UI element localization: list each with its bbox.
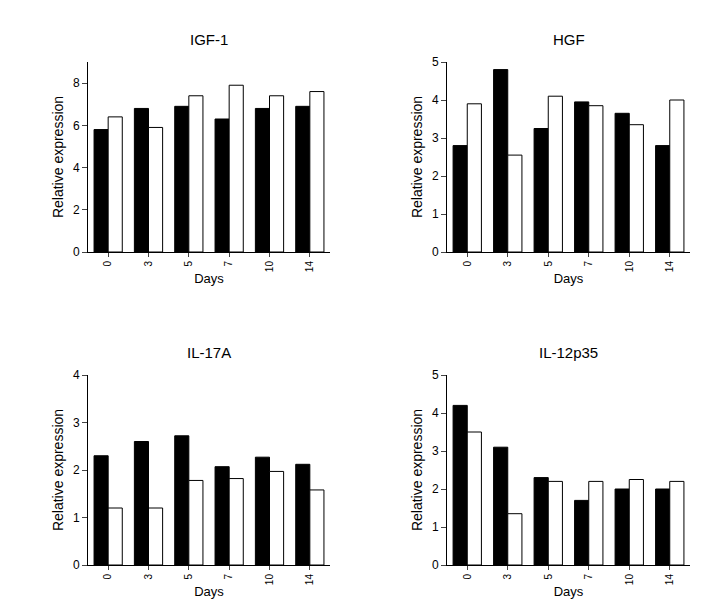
- svg-text:3: 3: [502, 261, 513, 267]
- svg-text:10: 10: [264, 574, 275, 586]
- svg-text:5: 5: [183, 574, 194, 580]
- svg-text:3: 3: [432, 444, 439, 458]
- svg-text:Relative expression: Relative expression: [409, 96, 425, 218]
- svg-text:3: 3: [143, 574, 154, 580]
- svg-text:0: 0: [102, 261, 113, 267]
- svg-text:0: 0: [432, 245, 439, 259]
- svg-text:1: 1: [432, 520, 439, 534]
- svg-text:0: 0: [462, 261, 473, 267]
- svg-text:Relative expression: Relative expression: [409, 409, 425, 531]
- svg-text:0: 0: [73, 558, 80, 572]
- svg-text:5: 5: [183, 261, 194, 267]
- svg-text:Relative expression: Relative expression: [50, 409, 66, 531]
- svg-text:4: 4: [432, 93, 439, 107]
- svg-text:10: 10: [624, 261, 635, 273]
- svg-text:8: 8: [73, 76, 80, 90]
- svg-text:5: 5: [432, 368, 439, 382]
- svg-text:6: 6: [73, 119, 80, 133]
- svg-text:Relative expression: Relative expression: [50, 96, 66, 218]
- svg-text:14: 14: [664, 574, 675, 586]
- svg-text:Days: Days: [194, 271, 224, 286]
- svg-text:HGF: HGF: [553, 31, 585, 48]
- svg-text:Days: Days: [194, 584, 224, 599]
- svg-text:IGF-1: IGF-1: [190, 31, 228, 48]
- svg-text:Days: Days: [554, 584, 584, 599]
- svg-text:7: 7: [583, 574, 594, 580]
- svg-text:5: 5: [543, 574, 554, 580]
- svg-text:2: 2: [432, 169, 439, 183]
- svg-text:3: 3: [73, 416, 80, 430]
- svg-text:14: 14: [304, 574, 315, 586]
- svg-text:1: 1: [73, 511, 80, 525]
- svg-text:7: 7: [583, 261, 594, 267]
- svg-text:7: 7: [223, 261, 234, 267]
- svg-text:4: 4: [73, 161, 80, 175]
- svg-text:10: 10: [624, 574, 635, 586]
- svg-text:Days: Days: [554, 271, 584, 286]
- svg-text:1: 1: [432, 207, 439, 221]
- svg-text:IL-12p35: IL-12p35: [539, 344, 598, 361]
- svg-text:4: 4: [432, 406, 439, 420]
- svg-text:3: 3: [502, 574, 513, 580]
- svg-text:5: 5: [543, 261, 554, 267]
- svg-text:10: 10: [264, 261, 275, 273]
- svg-text:0: 0: [73, 245, 80, 259]
- svg-text:7: 7: [223, 574, 234, 580]
- svg-text:5: 5: [432, 55, 439, 69]
- svg-text:0: 0: [102, 574, 113, 580]
- svg-text:0: 0: [462, 574, 473, 580]
- svg-text:3: 3: [143, 261, 154, 267]
- svg-text:2: 2: [73, 203, 80, 217]
- svg-text:0: 0: [432, 558, 439, 572]
- svg-text:4: 4: [73, 368, 80, 382]
- svg-text:2: 2: [73, 463, 80, 477]
- svg-text:14: 14: [304, 261, 315, 273]
- svg-text:14: 14: [664, 261, 675, 273]
- svg-text:IL-17A: IL-17A: [187, 344, 231, 361]
- svg-text:2: 2: [432, 482, 439, 496]
- svg-text:3: 3: [432, 131, 439, 145]
